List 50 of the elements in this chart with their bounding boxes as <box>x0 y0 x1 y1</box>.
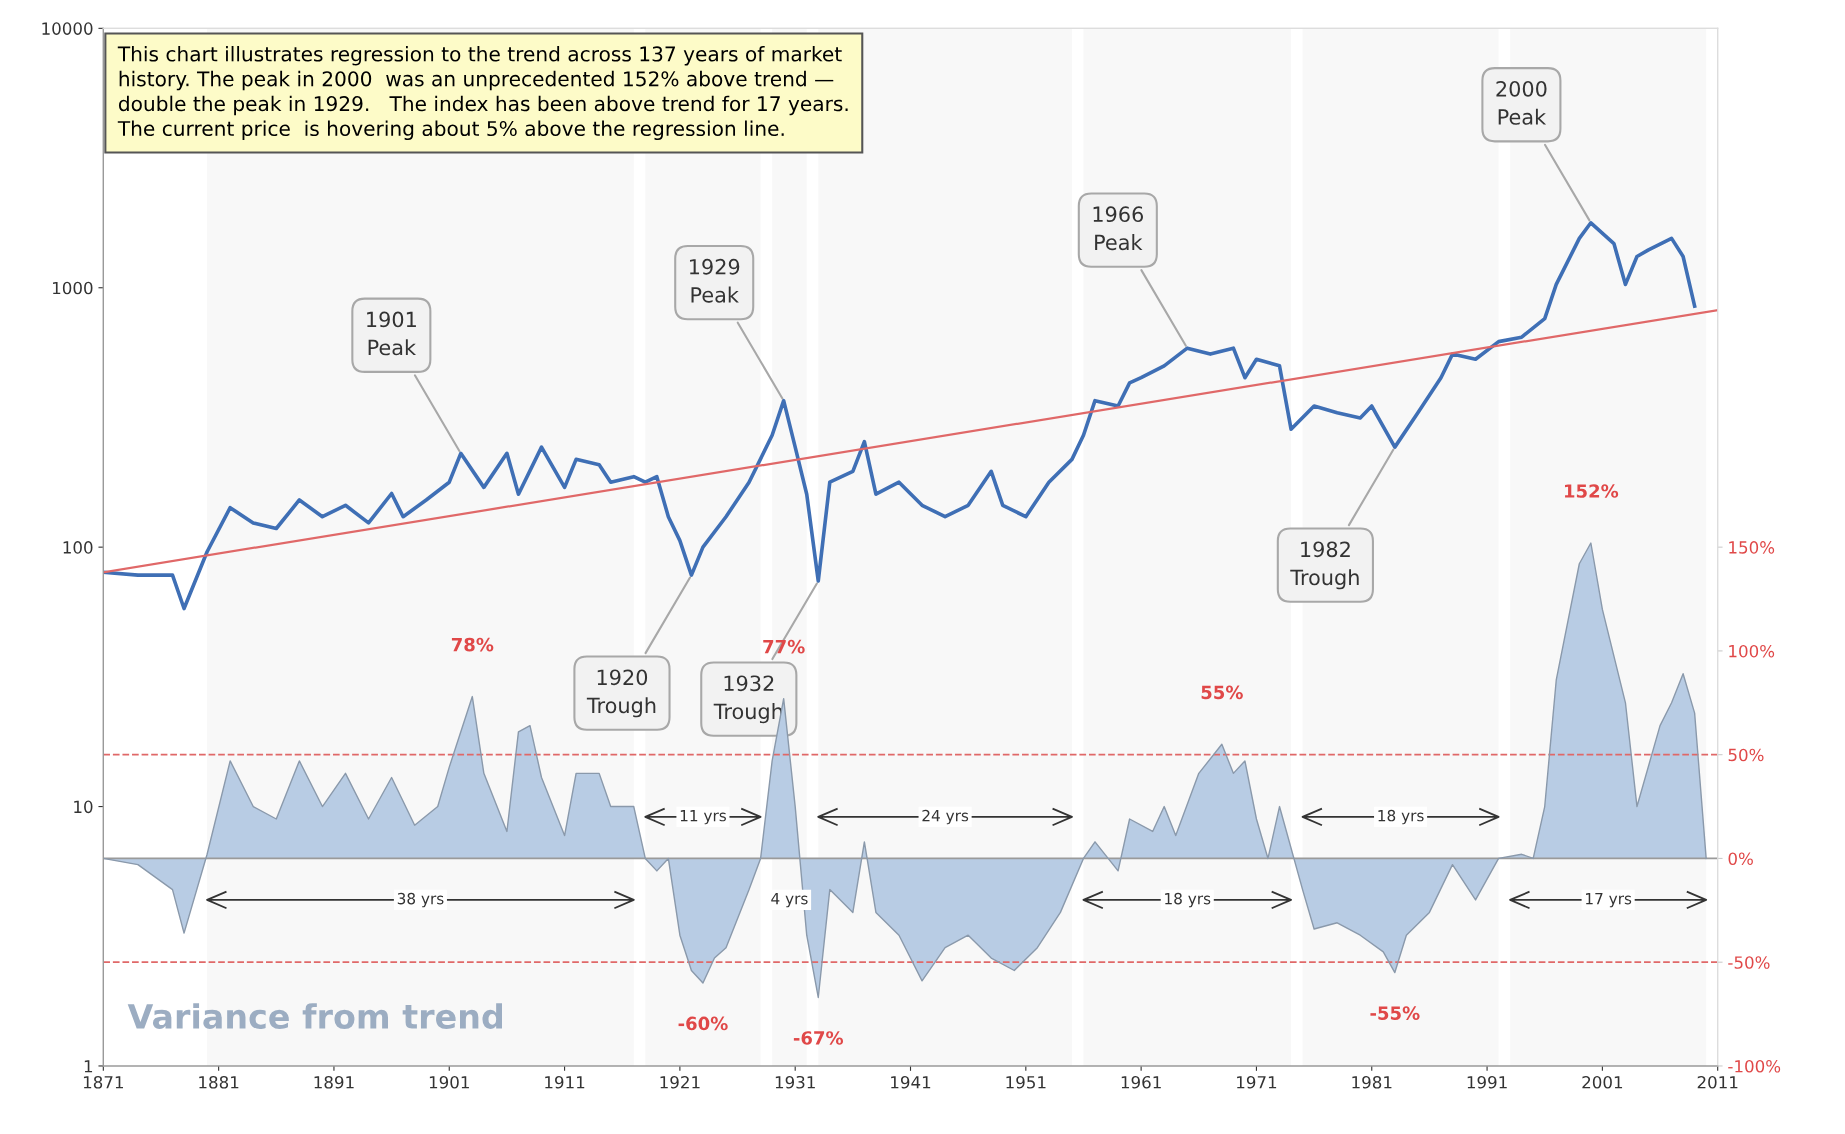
band-label: 11 yrs <box>680 810 726 825</box>
annotation: 1901 Peak <box>367 311 417 356</box>
x-tick-label: 1921 <box>660 1075 700 1089</box>
x-tick-label: 1931 <box>775 1075 815 1089</box>
x-tick-label: 1911 <box>545 1075 585 1089</box>
annotation: 2000 Peak <box>1496 80 1547 125</box>
y2-tick-label: 0% <box>1728 852 1753 866</box>
x-tick-label: 1901 <box>429 1075 469 1089</box>
x-tick-label: 1951 <box>1006 1075 1046 1089</box>
annotation: This chart illustrates regression to the trend across 137 years of market history. The peak in 2000 was an unprecedented 152% above trend — double the peak in 1929. The index has been above trend for 17 years. The current price is hovering about 5% above the regression line. <box>117 45 848 141</box>
band-label: 4 yrs <box>771 893 808 908</box>
annotation: 1920 Trough <box>586 669 656 718</box>
x-tick-label: 1981 <box>1352 1075 1392 1089</box>
band-label: 18 yrs <box>1378 809 1424 825</box>
y-tick-label: 1000 <box>53 281 93 295</box>
data-label: 152% <box>1565 484 1619 498</box>
annotation: 1982 Trough <box>1290 541 1359 590</box>
x-tick-label: 1891 <box>314 1075 354 1089</box>
y2-tick-label: -50% <box>1728 956 1770 969</box>
annotation: 1932 Trough <box>713 675 783 724</box>
data-label: -55% <box>1370 1006 1420 1020</box>
band-label: 18 yrs <box>1165 892 1211 908</box>
x-tick-label: 1881 <box>199 1075 239 1089</box>
data-label: -60% <box>678 1016 728 1031</box>
y2-tick-label: 150% <box>1729 541 1775 554</box>
data-label: 55% <box>1201 685 1243 700</box>
x-tick-label: 1871 <box>83 1075 123 1089</box>
x-tick-label: 2011 <box>1697 1075 1738 1089</box>
data-label: 77% <box>763 639 805 654</box>
band-label: 17 yrs <box>1586 893 1632 908</box>
x-tick-label: 1941 <box>891 1075 931 1089</box>
y2-tick-label: 100% <box>1729 644 1775 658</box>
y-tick-label: 1 <box>84 1060 93 1073</box>
x-tick-label: 1971 <box>1237 1075 1277 1089</box>
y2-tick-label: -100% <box>1728 1059 1781 1073</box>
band-label: 24 yrs <box>922 809 969 825</box>
y-tick-label: 10000 <box>42 22 93 35</box>
y2-tick-label: 50% <box>1728 748 1764 762</box>
x-tick-label: 1991 <box>1467 1075 1507 1089</box>
text: Variance from trend <box>127 1003 503 1029</box>
x-tick-label: 2001 <box>1582 1075 1623 1089</box>
band-label: 38 yrs <box>397 892 444 908</box>
data-label: 78% <box>451 637 494 652</box>
annotation: 1966 Peak <box>1093 206 1144 251</box>
y-tick-label: 100 <box>63 541 93 554</box>
line-series <box>103 220 1697 611</box>
annotation: 1929 Peak <box>690 258 740 303</box>
data-label: -67% <box>793 1031 844 1045</box>
y-tick-label: 10 <box>74 800 93 814</box>
x-tick-label: 1961 <box>1121 1075 1161 1089</box>
